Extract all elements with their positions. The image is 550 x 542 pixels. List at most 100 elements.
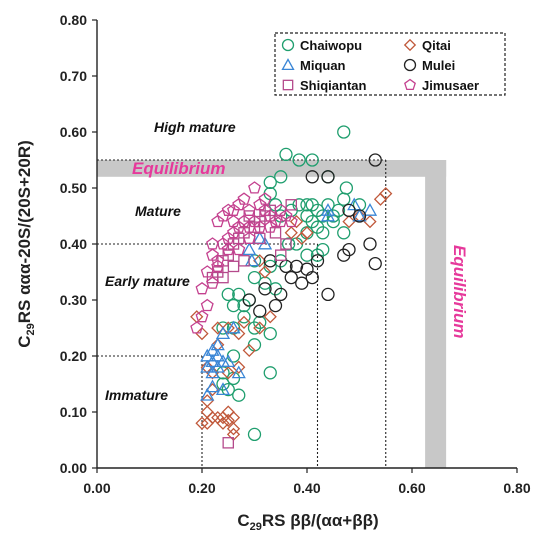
legend-label-jimusaer: Jimusaer	[422, 78, 479, 93]
point-miquan-10	[226, 320, 241, 334]
series-mulei	[242, 153, 382, 318]
x-axis-title-prefix: C	[237, 511, 249, 530]
point-qitai-13	[253, 321, 267, 335]
zone-label-high-mature: High mature	[154, 119, 236, 135]
point-chaiwopu-41	[221, 287, 235, 302]
point-qitai-14	[237, 315, 251, 330]
point-miquan-21	[231, 365, 246, 379]
point-jimusaer-27	[206, 276, 219, 289]
point-qitai-10	[253, 254, 267, 268]
point-chaiwopu-51	[263, 366, 277, 380]
point-chaiwopu-11	[316, 209, 330, 223]
point-chaiwopu-2	[279, 147, 293, 162]
point-mulei-8	[337, 248, 351, 262]
point-jimusaer-35	[242, 231, 256, 244]
point-qitai-36	[226, 422, 241, 436]
point-jimusaer-30	[195, 309, 209, 323]
point-chaiwopu-27	[337, 192, 351, 206]
point-qitai-12	[263, 310, 277, 324]
point-shiqiantan-21	[274, 249, 287, 261]
point-chaiwopu-20	[305, 198, 319, 212]
point-mulei-10	[310, 254, 325, 268]
point-qitai-31	[221, 405, 235, 419]
point-miquan-20	[205, 365, 220, 379]
series-shiqiantan	[206, 199, 297, 449]
point-miquan-6	[242, 242, 257, 256]
point-mulei-6	[363, 237, 377, 251]
legend-label-miquan: Miquan	[300, 58, 346, 73]
point-shiqiantan-15	[238, 255, 250, 267]
point-chaiwopu-8	[274, 170, 288, 184]
x-tick-label-5: 0.80	[503, 480, 530, 496]
equilibrium-band-horizontal	[97, 160, 447, 177]
point-jimusaer-29	[200, 298, 214, 312]
legend-marker-shiqiantan	[282, 79, 294, 91]
point-chaiwopu-7	[263, 175, 277, 190]
point-miquan-9	[215, 326, 231, 340]
y-tick-label-9: 0.80	[60, 12, 87, 28]
point-mulei-16	[305, 270, 319, 285]
legend-label-shiqiantan: Shiqiantan	[300, 78, 367, 93]
x-tick-label-3: 0.40	[293, 480, 320, 496]
point-qitai-15	[232, 326, 246, 341]
y-axis-title-subscript: 29	[25, 323, 37, 335]
point-shiqiantan-20	[222, 437, 234, 449]
legend-label-qitai: Qitai	[422, 38, 451, 53]
series-qitai	[190, 186, 393, 442]
point-shiqiantan-13	[217, 271, 229, 284]
point-shiqiantan-14	[227, 260, 240, 273]
y-tick-label-4: 0.30	[60, 292, 87, 308]
zone-label-immature: Immature	[105, 387, 168, 403]
point-mulei-2	[321, 170, 335, 184]
point-shiqiantan-18	[280, 238, 292, 250]
point-chaiwopu-14	[331, 203, 346, 218]
point-mulei-4	[342, 203, 356, 218]
point-chaiwopu-9	[300, 198, 314, 212]
point-miquan-7	[244, 253, 259, 267]
point-chaiwopu-60	[281, 237, 296, 251]
legend-marker-mulei	[403, 58, 417, 72]
equilibrium-band-vertical	[425, 160, 447, 468]
point-qitai-2	[373, 192, 388, 206]
axes: 0.00 0.20 0.40 0.60 0.80 0.00 0.10 0.20 0.30 0.40…	[60, 12, 531, 496]
point-qitai-11	[258, 265, 272, 279]
x-axis-title-subscript: 29	[250, 521, 262, 533]
point-chaiwopu-53	[232, 388, 246, 402]
point-qitai-22	[221, 366, 235, 380]
point-mulei-3	[305, 170, 319, 184]
equilibrium-bands	[97, 160, 447, 468]
point-miquan-1	[362, 203, 378, 216]
point-miquan-8	[252, 231, 267, 244]
legend-label-chaiwopu: Chaiwopu	[300, 38, 362, 53]
point-chaiwopu-29	[310, 248, 325, 262]
point-chaiwopu-48	[247, 338, 262, 352]
point-chaiwopu-39	[232, 287, 246, 302]
point-qitai-17	[211, 321, 225, 335]
point-jimusaer-32	[211, 254, 225, 267]
point-mulei-17	[274, 287, 288, 302]
point-chaiwopu-18	[316, 226, 330, 240]
series-jimusaer	[190, 181, 298, 334]
x-tick-label-4: 0.60	[398, 480, 425, 496]
legend-marker-miquan	[281, 58, 295, 71]
point-jimusaer-39	[227, 203, 240, 216]
y-tick-label-8: 0.70	[60, 68, 87, 84]
x-tick-label-2: 0.20	[188, 480, 215, 496]
point-mulei-14	[284, 270, 298, 285]
point-chaiwopu-44	[216, 321, 230, 335]
point-chaiwopu-19	[300, 226, 314, 240]
series-miquan	[200, 197, 378, 401]
point-chaiwopu-49	[226, 349, 241, 363]
point-qitai-3	[363, 214, 377, 229]
x-axis-title-text: RS ββ/(αα+ββ)	[262, 511, 379, 530]
point-qitai-34	[200, 416, 214, 430]
point-mulei-20	[253, 304, 267, 318]
point-mulei-15	[295, 276, 309, 290]
point-qitai-33	[216, 416, 230, 430]
y-tick-label-1: 0.00	[60, 460, 87, 476]
point-miquan-5	[320, 208, 336, 222]
point-jimusaer-40	[258, 192, 272, 205]
point-qitai-20	[242, 343, 256, 358]
point-qitai-7	[284, 226, 298, 240]
